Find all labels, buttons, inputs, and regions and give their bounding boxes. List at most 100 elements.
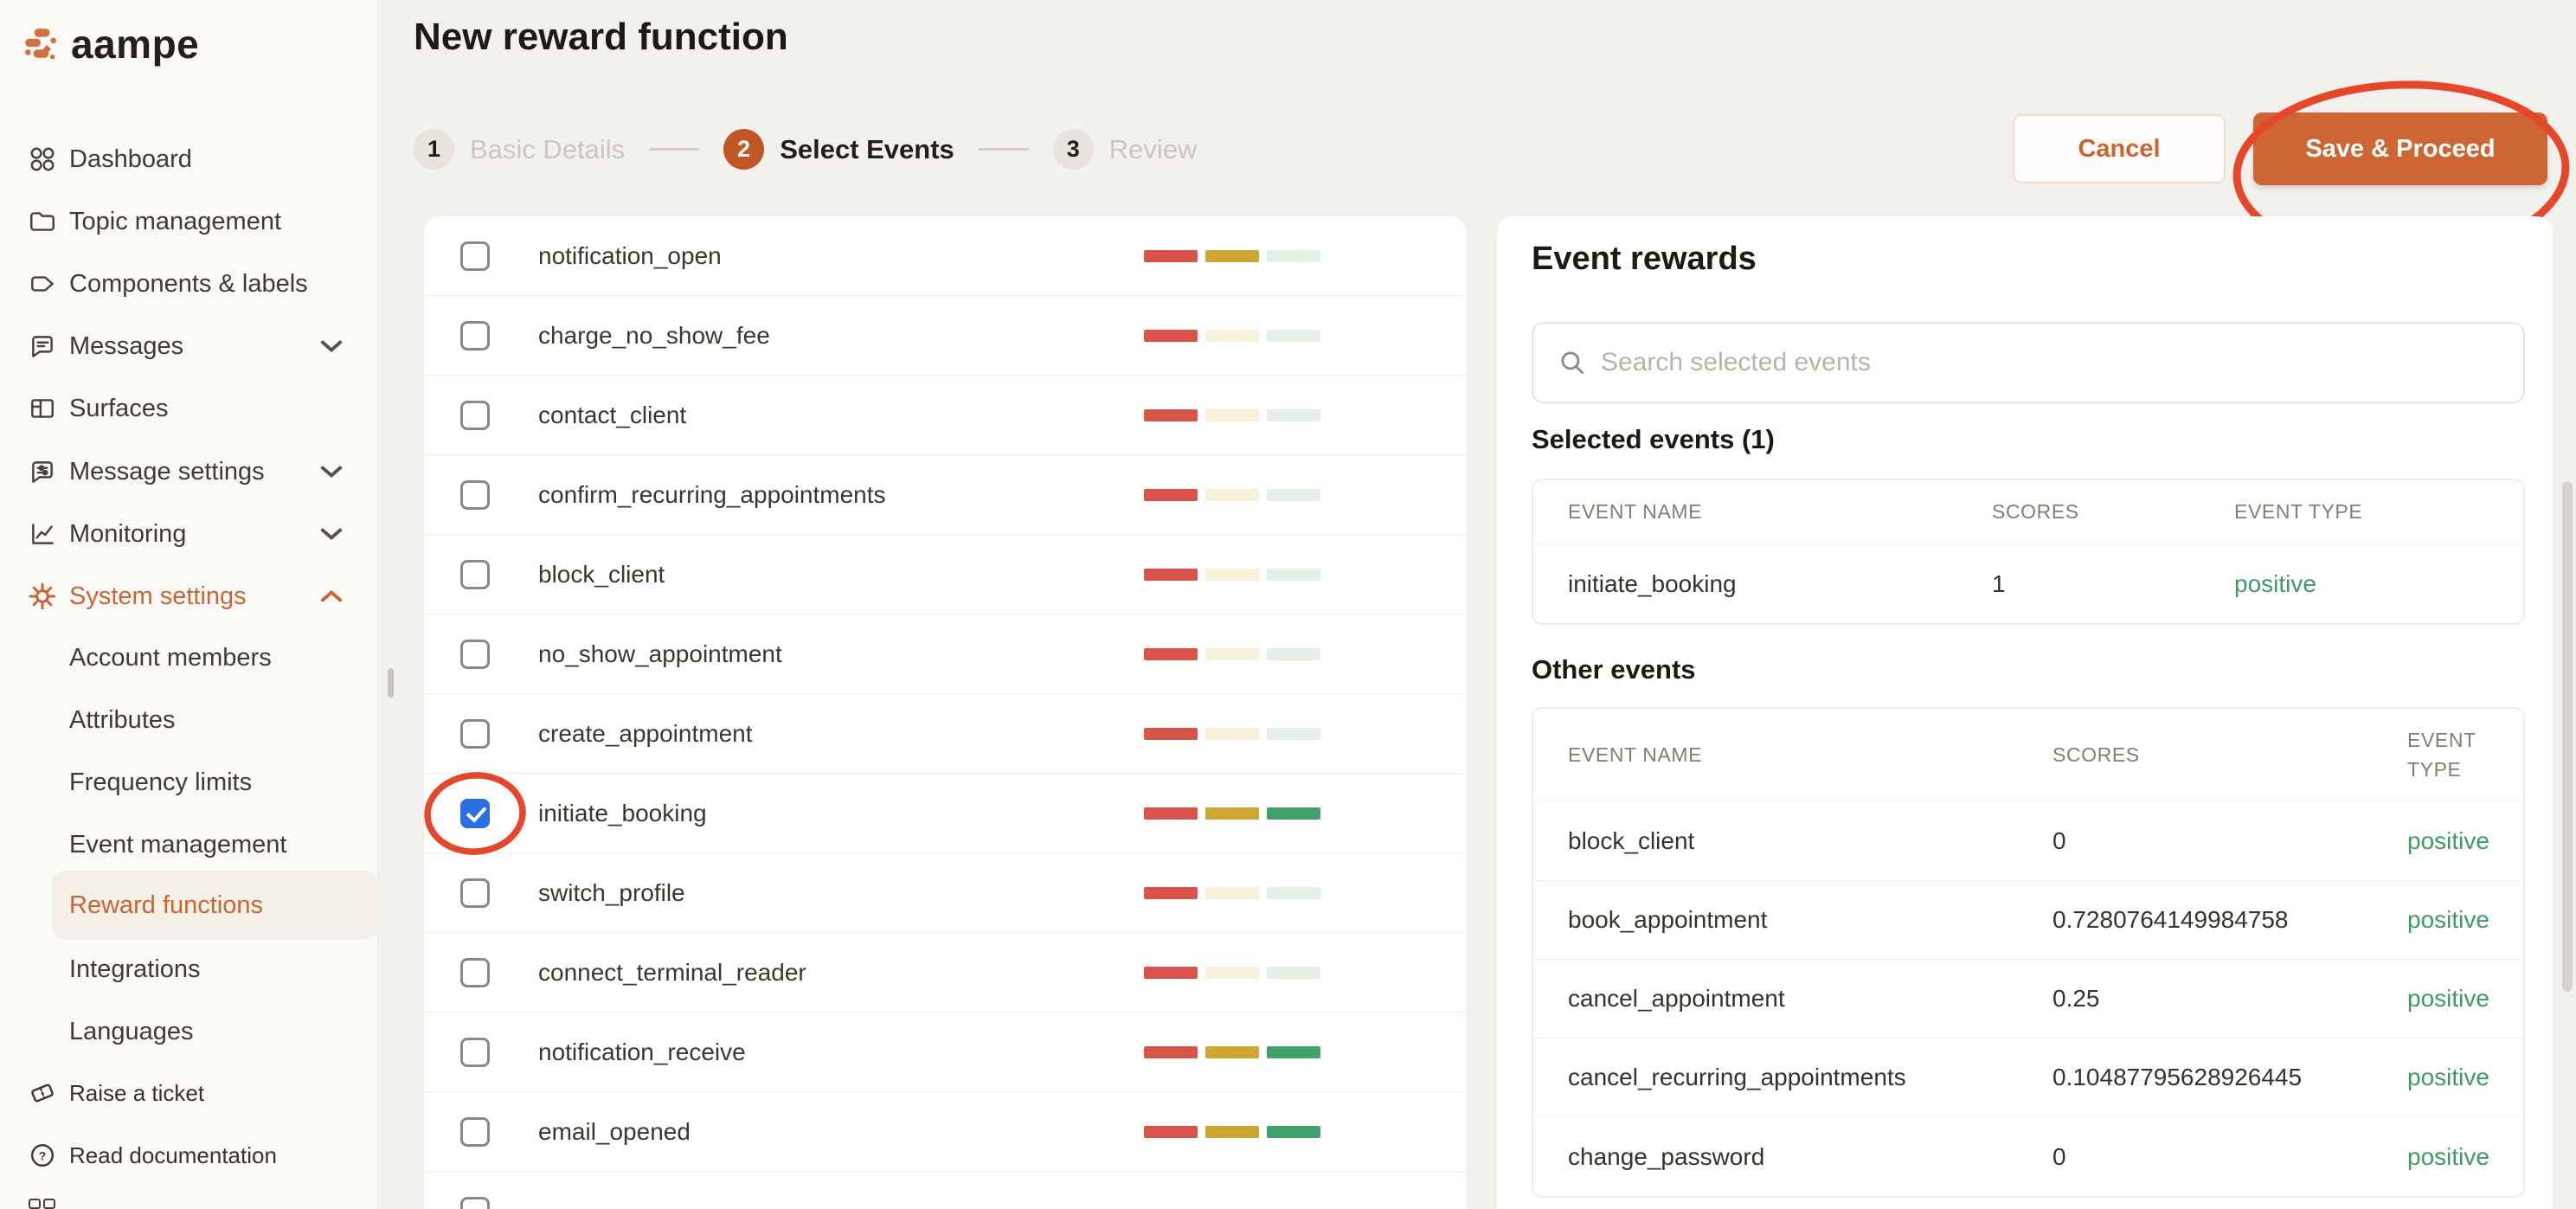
event-checkbox[interactable] — [460, 1038, 490, 1067]
app-logo-text: aampe — [71, 22, 200, 67]
event-name: create_appointment — [538, 719, 753, 747]
search-input[interactable]: Search selected events — [1532, 322, 2525, 403]
event-row: create_appointment — [424, 694, 1467, 774]
score-bars — [1144, 807, 1320, 820]
sidebar-item-surfaces[interactable]: Surfaces — [0, 377, 378, 440]
step-number: 2 — [723, 129, 765, 170]
score-cell: 0.10487795628926445 — [2052, 1064, 2303, 1090]
event-name-cell: block_client — [1568, 827, 1695, 854]
table-header-row: EVENT NAME SCORES EVENT TYPE — [1533, 709, 2523, 802]
table-row[interactable]: cancel_recurring_appointments 0.10487795… — [1533, 1039, 2523, 1117]
event-checkbox[interactable] — [460, 1197, 490, 1209]
svg-text:?: ? — [39, 1148, 47, 1162]
sidebar-subitem-frequency-limits[interactable]: Frequency limits — [52, 751, 378, 814]
event-checkbox[interactable] — [460, 321, 490, 350]
cancel-button[interactable]: Cancel — [2013, 114, 2226, 183]
sidebar-item-read-documentation[interactable]: ? Read documentation — [0, 1124, 378, 1186]
bar-red — [1144, 1046, 1198, 1058]
bar-green — [1267, 1126, 1320, 1138]
sidebar-item-system-settings[interactable]: System settings — [0, 565, 378, 627]
table-row[interactable]: block_client 0 positive — [1533, 802, 2523, 881]
bar-red — [1144, 967, 1198, 979]
bar-green — [1267, 250, 1320, 262]
step-review[interactable]: 3 Review — [1052, 129, 1197, 170]
tag-icon — [27, 268, 58, 299]
bar-green — [1267, 648, 1320, 660]
event-checkbox[interactable] — [460, 640, 490, 669]
sidebar-subitem-languages[interactable]: Languages — [52, 1000, 378, 1063]
step-select-events[interactable]: 2 Select Events — [723, 129, 954, 170]
layout-icon — [27, 393, 58, 424]
score-bars — [1144, 569, 1320, 581]
sidebar-subitem-event-management[interactable]: Event management — [52, 814, 378, 876]
chevron-down-icon[interactable] — [320, 464, 346, 479]
column-header: EVENT NAME — [1568, 743, 1703, 766]
step-connector — [978, 148, 1029, 151]
event-checkbox[interactable] — [460, 241, 490, 271]
sidebar-subitem-account-members[interactable]: Account members — [52, 627, 378, 689]
sidebar-item-raise-ticket[interactable]: Raise a ticket — [0, 1062, 378, 1124]
sidebar-item-messages[interactable]: Messages — [0, 315, 378, 377]
sidebar-item-monitoring[interactable]: Monitoring — [0, 503, 378, 565]
event-checkbox[interactable] — [460, 560, 490, 589]
sidebar-item-label: Messages — [69, 331, 184, 360]
sidebar-subitem-reward-functions[interactable]: Reward functions — [52, 871, 378, 940]
step-basic-details[interactable]: 1 Basic Details — [414, 129, 625, 170]
step-label: Select Events — [780, 133, 954, 164]
table-row[interactable]: cancel_appointment 0.25 positive — [1533, 960, 2523, 1039]
chart-icon — [27, 518, 58, 550]
sidebar-item-label: Dashboard — [69, 145, 192, 173]
table-row[interactable]: book_appointment 0.7280764149984758 posi… — [1533, 881, 2523, 960]
bar-green — [1267, 807, 1320, 820]
event-checkbox[interactable] — [460, 401, 490, 430]
chevron-down-icon[interactable] — [320, 526, 346, 542]
event-checkbox[interactable] — [460, 480, 490, 510]
sidebar-scrollbar-thumb[interactable] — [388, 668, 394, 698]
chevron-up-icon[interactable] — [320, 588, 346, 604]
event-checkbox[interactable] — [460, 719, 490, 749]
save-proceed-button[interactable]: Save & Proceed — [2253, 113, 2547, 185]
score-bars — [1144, 250, 1320, 262]
page-scrollbar-thumb[interactable] — [2562, 481, 2573, 992]
bar-red — [1144, 409, 1198, 421]
table-row[interactable]: change_password 0 positive — [1533, 1117, 2523, 1196]
sidebar-item-topic-management[interactable]: Topic management — [0, 190, 378, 253]
sidebar: aampe Dashboard Topic management Compone… — [0, 0, 378, 1209]
step-label: Basic Details — [470, 133, 626, 164]
step-connector — [649, 148, 700, 151]
search-icon — [1561, 351, 1584, 375]
sidebar-item-components-labels[interactable]: Components & labels — [0, 253, 378, 315]
selected-events-table: EVENT NAME SCORES EVENT TYPE initiate_bo… — [1532, 479, 2525, 625]
sidebar-item-message-settings[interactable]: Message settings — [0, 441, 378, 503]
sidebar-subitem-label: Event management — [69, 830, 287, 859]
sidebar-subitem-label: Integrations — [69, 955, 201, 983]
sidebar-subitem-integrations[interactable]: Integrations — [52, 938, 378, 1000]
bar-gold — [1205, 409, 1259, 421]
bar-green — [1267, 330, 1320, 342]
sidebar-subitem-attributes[interactable]: Attributes — [52, 689, 378, 751]
bar-green — [1267, 967, 1320, 979]
aampe-logo-icon — [24, 29, 57, 60]
event-checkbox[interactable] — [460, 878, 490, 908]
event-checkbox-checked[interactable] — [460, 799, 490, 828]
page-title: New reward function — [414, 16, 788, 58]
other-events-heading: Other events — [1532, 654, 1696, 685]
bar-green — [1267, 409, 1320, 421]
event-checkbox[interactable] — [460, 1117, 490, 1147]
score-bars — [1144, 648, 1320, 660]
score-cell: 0 — [2052, 1142, 2066, 1170]
sidebar-item-dashboard[interactable]: Dashboard — [0, 128, 378, 190]
event-row: no_show_appointment — [424, 614, 1467, 694]
event-checkbox[interactable] — [460, 958, 490, 987]
score-bars — [1144, 967, 1320, 979]
dashboard-icon — [27, 144, 58, 175]
score-bars — [1144, 1206, 1320, 1209]
chevron-down-icon[interactable] — [320, 338, 346, 354]
bar-gold — [1205, 489, 1259, 501]
event-row: notification_open — [424, 216, 1467, 296]
table-row[interactable]: initiate_booking 1 positive — [1533, 544, 2523, 623]
event-name: no_show_appointment — [538, 640, 782, 667]
app-logo[interactable]: aampe — [22, 21, 199, 68]
event-type-cell: positive — [2407, 1064, 2489, 1090]
event-row: notification_receive — [424, 1013, 1467, 1092]
